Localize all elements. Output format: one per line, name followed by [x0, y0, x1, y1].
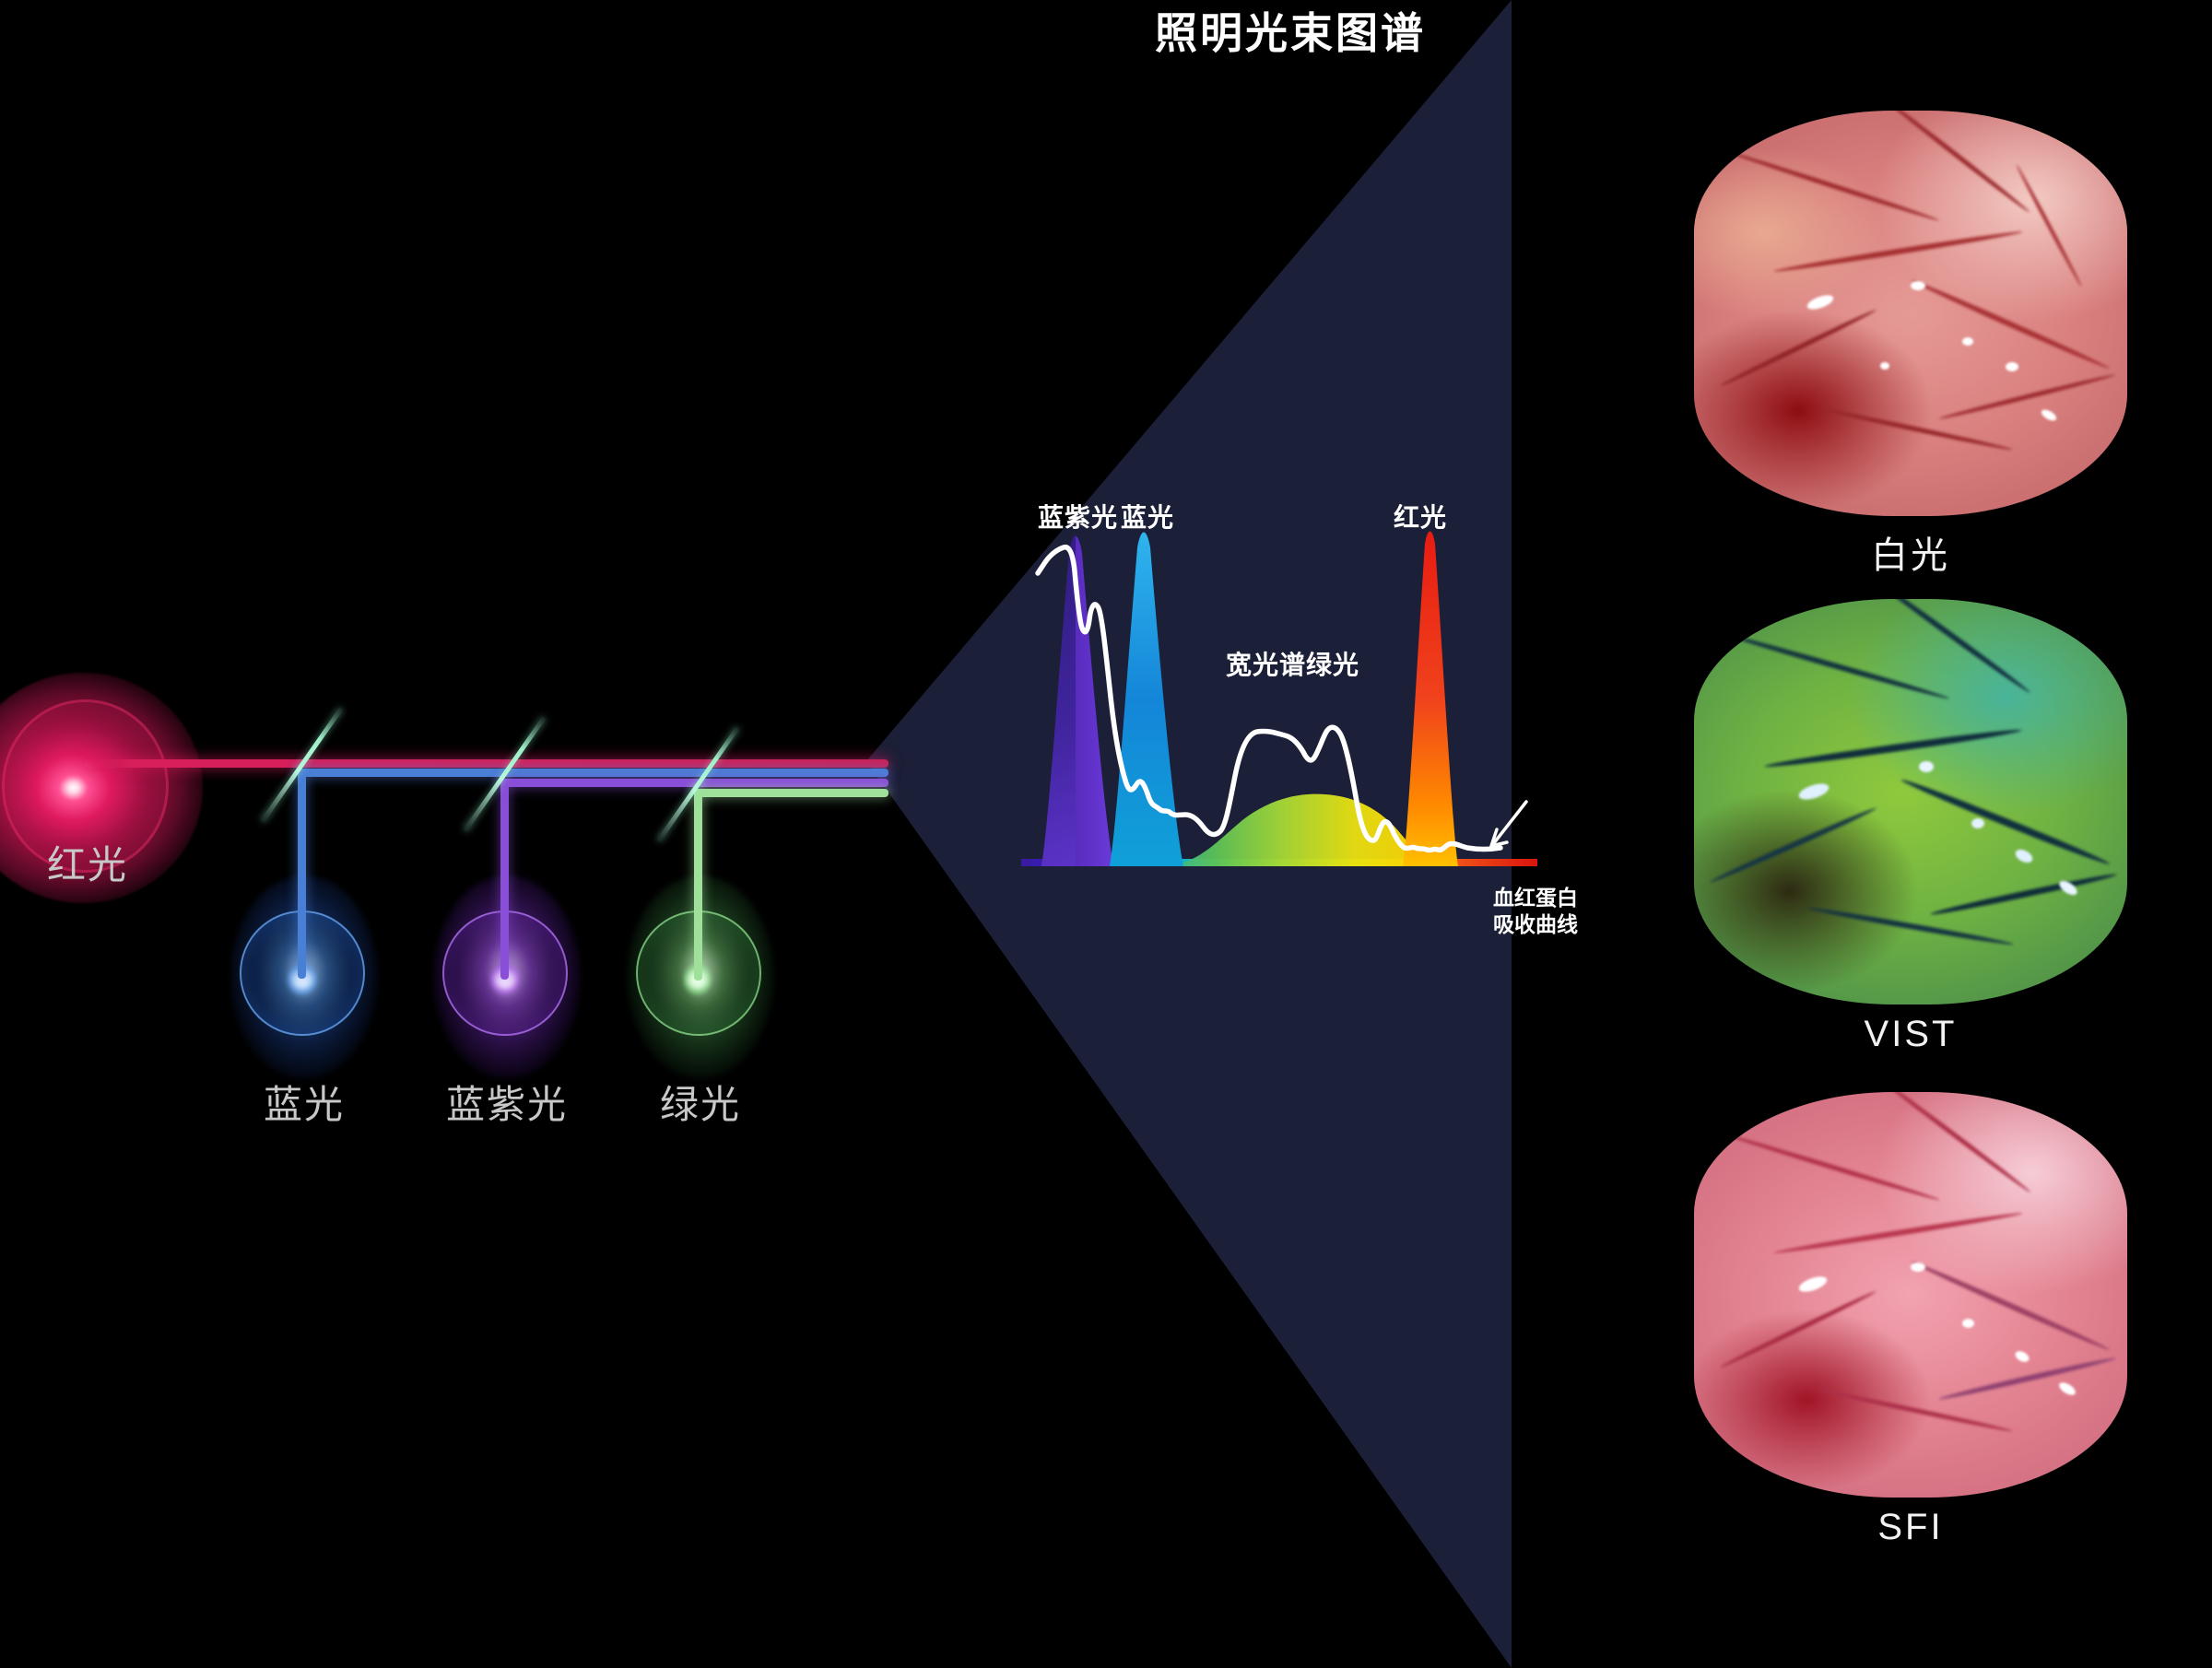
beam-green-vertical	[694, 789, 702, 981]
beam-red	[85, 759, 888, 768]
hemoglobin-annotation-line2: 吸收曲线	[1493, 911, 1578, 936]
endo-caption-sfi: SFI	[1877, 1507, 1944, 1547]
endo-block-white-light[interactable]: 白光	[1694, 111, 2127, 579]
endo-caption-vist: VIST	[1864, 1014, 1958, 1054]
endo-image-white-light[interactable]	[1694, 111, 2127, 516]
beam-green-horizontal	[694, 789, 888, 797]
illumination-spectrum-chart: 蓝紫光 蓝光 宽光谱绿光 红光	[1021, 503, 1537, 968]
spectrum-label-blueviolet: 蓝紫光	[1038, 503, 1119, 532]
green-broad-spectrum-area	[1159, 793, 1438, 866]
red-peak-area	[1403, 531, 1458, 866]
spectrum-label-green-broad: 宽光谱绿光	[1226, 651, 1360, 679]
endo-caption-white-light: 白光	[1871, 535, 1950, 576]
blueviolet-peak-shade	[1041, 534, 1076, 866]
endo-block-vist[interactable]: VIST	[1694, 599, 2127, 1055]
spectrum-caption: 照明光束图谱	[1155, 9, 1426, 57]
red-light-source-orb	[0, 673, 203, 903]
red-source-label: 红光	[46, 843, 128, 887]
spectrum-label-blue: 蓝光	[1121, 503, 1175, 532]
endo-block-sfi[interactable]: SFI	[1694, 1092, 2127, 1548]
endo-image-sfi[interactable]	[1694, 1092, 2127, 1498]
hemoglobin-annotation-line1: 血红蛋白	[1493, 886, 1578, 910]
spectrum-caption-box: 照明光束图谱	[1060, 0, 1521, 61]
green-source-label: 绿光	[659, 1083, 741, 1126]
spectrum-label-red: 红光	[1394, 503, 1448, 532]
blue-source-label: 蓝光	[263, 1083, 345, 1126]
spectrum-svg	[1021, 531, 1537, 866]
hemoglobin-curve-annotation: 血红蛋白 吸收曲线	[1493, 885, 1578, 938]
hemoglobin-arrow	[1489, 800, 1528, 848]
beam-violet-horizontal	[500, 779, 888, 787]
blueviolet-source-label: 蓝紫光	[445, 1083, 568, 1126]
hemoglobin-absorption-curve	[1035, 544, 1503, 853]
beam-blue-horizontal	[298, 769, 888, 777]
endo-image-vist[interactable]	[1694, 599, 2127, 1004]
beam-violet-vertical	[500, 779, 509, 980]
beam-blue-vertical	[298, 769, 306, 979]
